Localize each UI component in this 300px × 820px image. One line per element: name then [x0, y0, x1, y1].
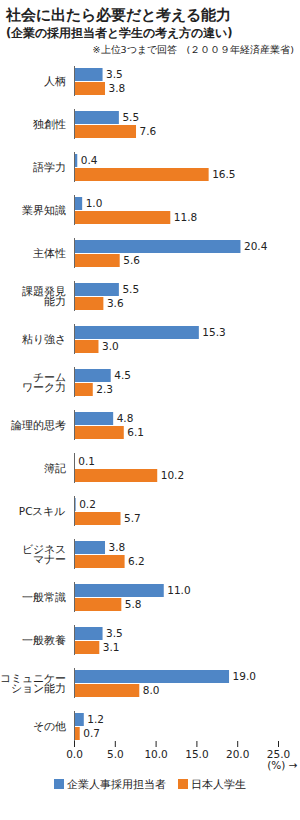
svg-text:16.5: 16.5: [212, 168, 235, 180]
svg-text:人柄: 人柄: [44, 75, 66, 87]
svg-text:ビジネスマナー: ビジネスマナー: [22, 543, 66, 566]
svg-text:課題発見能力: 課題発見能力: [22, 285, 66, 308]
svg-text:チームワーク力: チームワーク力: [22, 371, 66, 394]
svg-text:3.5: 3.5: [106, 68, 123, 80]
svg-text:業界知識: 業界知識: [22, 204, 66, 216]
svg-text:11.8: 11.8: [174, 211, 197, 223]
svg-text:語学力: 語学力: [33, 161, 66, 173]
svg-text:6.2: 6.2: [128, 555, 145, 567]
svg-text:0.4: 0.4: [81, 154, 98, 166]
html-text:日本人学生: 日本人学生: [191, 778, 246, 791]
svg-text:コミュニケーション能力: コミュニケーション能力: [0, 672, 66, 695]
svg-text:一般教養: 一般教養: [22, 634, 66, 646]
svg-text:1.0: 1.0: [86, 197, 103, 209]
svg-text:5.8: 5.8: [125, 598, 142, 610]
svg-text:11.0: 11.0: [167, 584, 190, 596]
svg-text:1.2: 1.2: [87, 713, 104, 725]
svg-text:8.0: 8.0: [143, 684, 160, 696]
svg-text:3.8: 3.8: [109, 541, 126, 553]
svg-text:20.0: 20.0: [226, 748, 249, 760]
svg-text:簿記: 簿記: [44, 462, 66, 474]
svg-text:5.6: 5.6: [123, 254, 140, 266]
svg-text:粘り強さ: 粘り強さ: [22, 333, 66, 345]
svg-text:19.0: 19.0: [233, 670, 256, 682]
svg-text:5.7: 5.7: [124, 512, 141, 524]
svg-text:論理的思考: 論理的思考: [11, 419, 66, 431]
html-text:※上位3つまで回答 (２００９年経済産業省): ※上位3つまで回答 (２００９年経済産業省): [92, 44, 294, 55]
svg-text:25.0: 25.0: [266, 748, 291, 760]
svg-text:10.2: 10.2: [161, 469, 184, 481]
svg-text:3.0: 3.0: [102, 340, 119, 352]
svg-text:5.5: 5.5: [122, 111, 139, 123]
svg-text:0.2: 0.2: [79, 498, 96, 510]
svg-text:0.7: 0.7: [83, 727, 100, 739]
svg-text:PCスキル: PCスキル: [19, 505, 66, 517]
svg-text:3.5: 3.5: [106, 627, 123, 639]
html-text:社会に出たら必要だと考える能力: 社会に出たら必要だと考える能力: [6, 6, 231, 24]
svg-text:2.3: 2.3: [96, 383, 113, 395]
svg-text:独創性: 独創性: [33, 118, 66, 130]
svg-text:15.3: 15.3: [202, 326, 225, 338]
svg-text:15.0: 15.0: [185, 748, 208, 760]
svg-text:10.0: 10.0: [144, 748, 167, 760]
svg-text:(%) →: (%) →: [267, 759, 298, 771]
svg-text:5.0: 5.0: [107, 748, 124, 760]
svg-text:6.1: 6.1: [127, 426, 144, 438]
svg-text:4.8: 4.8: [117, 412, 134, 424]
svg-text:5.5: 5.5: [122, 283, 139, 295]
svg-text:3.8: 3.8: [109, 82, 126, 94]
svg-text:主体性: 主体性: [33, 247, 66, 259]
svg-text:一般常識: 一般常識: [22, 591, 66, 603]
svg-text:4.5: 4.5: [114, 369, 131, 381]
html-text:企業人事採用担当者: 企業人事採用担当者: [67, 778, 166, 791]
svg-text:3.6: 3.6: [107, 297, 124, 309]
svg-text:その他: その他: [33, 720, 66, 732]
svg-text:0.1: 0.1: [78, 455, 95, 467]
svg-text:3.1: 3.1: [103, 641, 120, 653]
svg-text:7.6: 7.6: [140, 125, 157, 137]
html-text:(企業の採用担当者と学生の考え方の違い): (企業の採用担当者と学生の考え方の違い): [6, 26, 233, 40]
svg-text:0.0: 0.0: [66, 748, 83, 760]
svg-text:20.4: 20.4: [244, 240, 268, 252]
